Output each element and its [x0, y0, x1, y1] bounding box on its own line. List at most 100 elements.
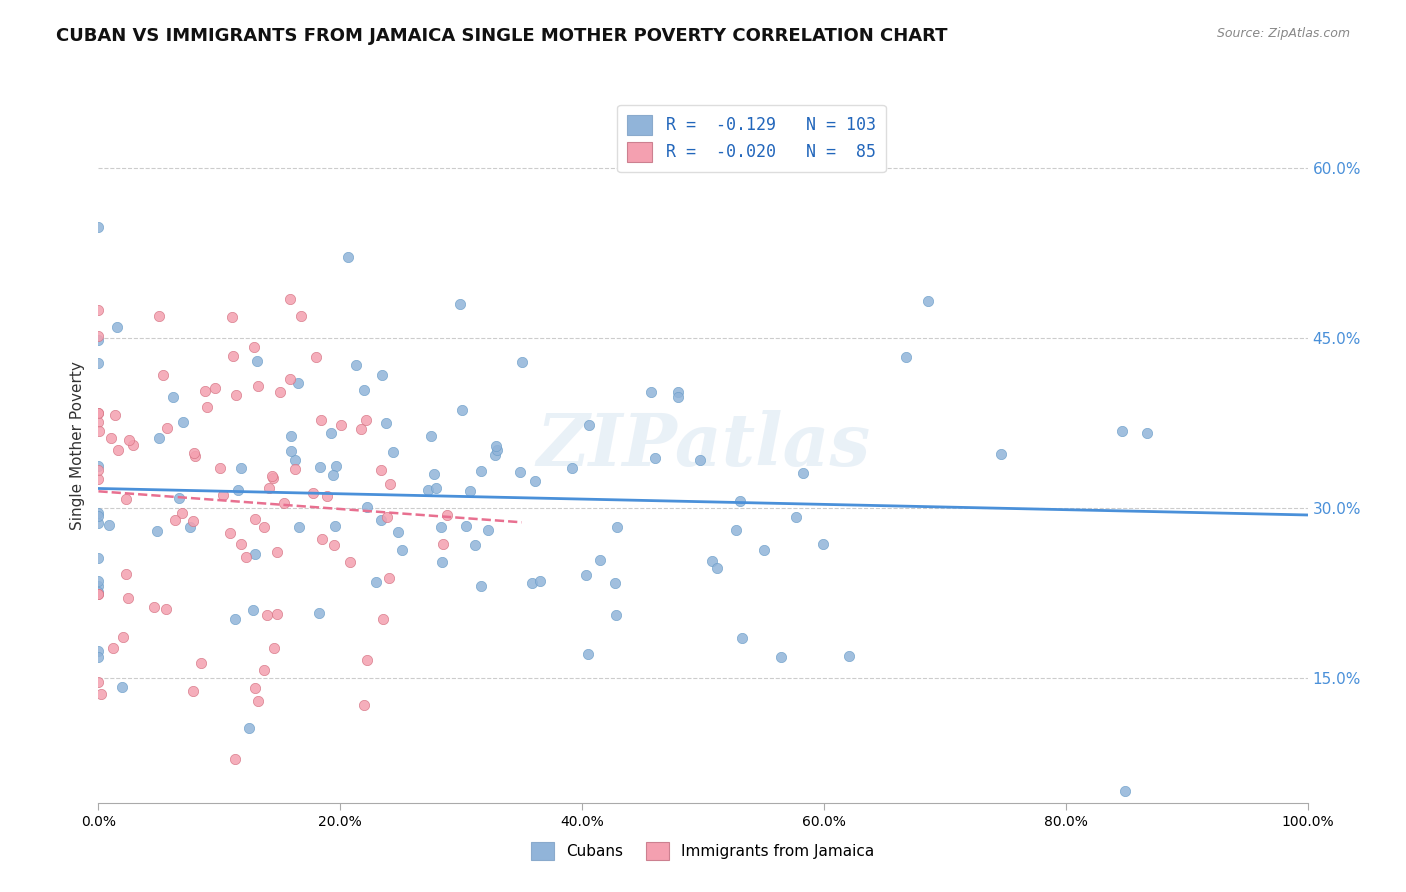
Point [172, 415, 194, 429]
Point [87, 649, 110, 664]
Point [311, 532, 333, 546]
Point [243, 547, 266, 561]
Point [172, 506, 194, 520]
Point [990, 446, 1012, 460]
Point [104, 408, 127, 422]
Point [262, 469, 284, 483]
Point [247, 694, 270, 708]
Point [700, 553, 723, 567]
Point [301, 486, 323, 500]
Point [122, 437, 145, 451]
Point [87, 584, 110, 599]
Point [252, 520, 274, 534]
Point [287, 376, 309, 391]
Point [162, 390, 184, 404]
Point [339, 555, 361, 569]
Point [87, 550, 110, 565]
Point [226, 483, 249, 497]
Point [115, 491, 138, 506]
Point [666, 384, 689, 399]
Point [181, 514, 204, 528]
Point [243, 681, 266, 696]
Point [316, 489, 339, 503]
Point [98, 518, 121, 533]
Point [381, 445, 404, 459]
Point [100, 432, 122, 446]
Point [204, 381, 226, 395]
Point [190, 656, 212, 670]
Point [284, 453, 307, 467]
Point [87, 508, 110, 523]
Point [287, 520, 309, 534]
Point [142, 599, 165, 614]
Point [87, 463, 110, 477]
Point [105, 320, 128, 334]
Point [156, 421, 179, 435]
Point [477, 524, 499, 538]
Point [322, 467, 344, 482]
Point [87, 415, 110, 429]
Point [485, 439, 508, 453]
Point [356, 500, 378, 514]
Point [785, 509, 807, 524]
Point [370, 513, 392, 527]
Point [470, 464, 492, 478]
Point [278, 292, 301, 306]
Point [344, 358, 367, 372]
Point [464, 538, 486, 552]
Point [575, 568, 598, 582]
Point [838, 648, 860, 663]
Point [242, 603, 264, 617]
Point [356, 412, 378, 426]
Point [731, 632, 754, 646]
Point [243, 340, 266, 354]
Point [221, 310, 243, 324]
Point [280, 429, 302, 443]
Point [422, 467, 444, 482]
Point [90, 687, 112, 701]
Point [247, 379, 270, 393]
Point [769, 649, 792, 664]
Point [87, 406, 110, 420]
Point [184, 450, 207, 464]
Point [350, 422, 373, 436]
Point [917, 293, 939, 308]
Point [644, 451, 666, 466]
Point [309, 413, 332, 427]
Point [208, 461, 231, 475]
Point [370, 463, 392, 477]
Point [896, 350, 918, 364]
Point [484, 448, 506, 462]
Point [262, 471, 284, 485]
Point [449, 297, 471, 311]
Point [225, 388, 247, 402]
Point [101, 640, 124, 655]
Point [87, 356, 110, 370]
Point [148, 431, 170, 445]
Point [377, 509, 399, 524]
Point [689, 453, 711, 467]
Point [430, 555, 453, 569]
Point [169, 491, 191, 505]
Point [640, 384, 662, 399]
Point [456, 519, 478, 533]
Point [308, 607, 330, 621]
Text: Source: ZipAtlas.com: Source: ZipAtlas.com [1216, 27, 1350, 40]
Point [235, 550, 257, 565]
Point [87, 587, 110, 601]
Point [375, 416, 398, 430]
Text: CUBAN VS IMMIGRANTS FROM JAMAICA SINGLE MOTHER POVERTY CORRELATION CHART: CUBAN VS IMMIGRANTS FROM JAMAICA SINGLE … [56, 27, 948, 45]
Point [432, 537, 454, 551]
Point [87, 333, 110, 347]
Point [229, 537, 252, 551]
Point [1111, 424, 1133, 438]
Point [269, 385, 291, 400]
Point [89, 425, 111, 439]
Point [416, 483, 439, 498]
Point [366, 574, 388, 589]
Point [273, 496, 295, 510]
Point [266, 607, 288, 622]
Point [87, 574, 110, 588]
Point [87, 578, 110, 592]
Point [148, 309, 170, 323]
